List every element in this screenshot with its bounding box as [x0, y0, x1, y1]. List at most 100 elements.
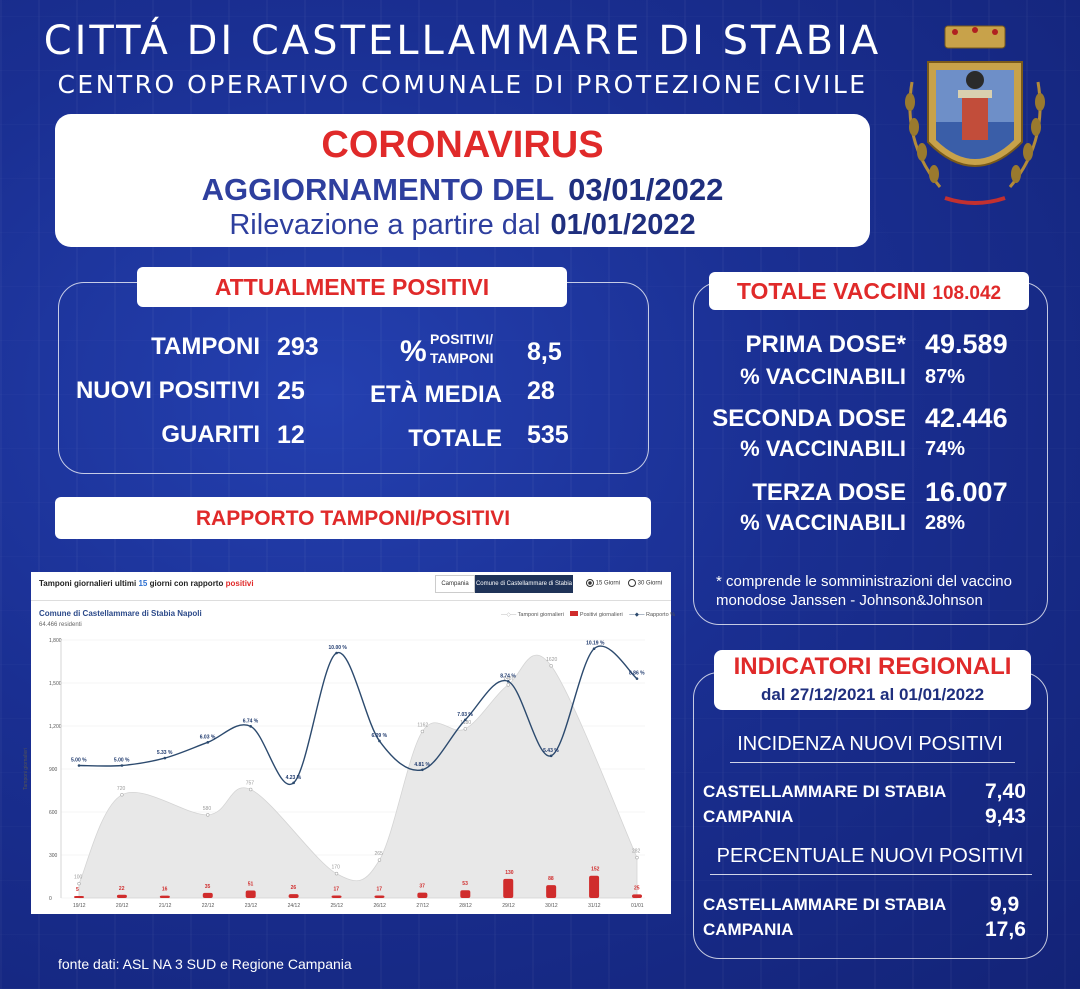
tab-campania[interactable]: Campania	[435, 575, 475, 593]
x-tick-label: 01/01	[631, 903, 644, 909]
city-coat-of-arms	[905, 25, 1045, 205]
totale-label: TOTALE	[408, 425, 502, 452]
rapporto-label: 5.00 %	[71, 758, 87, 764]
department-title: CENTRO OPERATIVO COMUNALE DI PROTEZIONE …	[57, 70, 868, 99]
detection-line: Rilevazione a partire dal 01/01/2022	[55, 209, 870, 242]
tab-castellammare[interactable]: Comune di Castellammare di Stabia	[475, 575, 573, 593]
chart-title-part1: Tamponi giornalieri ultimi	[39, 579, 137, 588]
nuovi-positivi-value: 25	[277, 377, 305, 405]
positivi-bar	[159, 895, 170, 898]
inc-region-label: CAMPANIA	[703, 807, 794, 826]
tamponi-point	[420, 729, 425, 734]
positivi-bar	[503, 878, 514, 898]
positivi-bar	[331, 895, 342, 898]
positivi-label: 16	[162, 887, 168, 893]
y-tick-label: 300	[49, 853, 58, 859]
tamponi-label: TAMPONI	[151, 333, 260, 360]
positivi-label: 5	[76, 887, 79, 893]
x-tick-label: 19/12	[73, 903, 86, 909]
tamponi-label: 1180	[460, 720, 471, 726]
x-tick-label: 28/12	[459, 903, 472, 909]
positivi-label: 53	[462, 881, 468, 887]
positivi-bar	[460, 890, 471, 898]
positivi-bar	[202, 892, 213, 898]
tamponi-label: 1162	[417, 722, 428, 728]
tamponi-point	[77, 881, 81, 886]
vaccine-note-2: monodose Janssen - Johnson&Johnson	[716, 592, 983, 609]
totale-value: 535	[527, 421, 569, 449]
terza-dose-label: TERZA DOSE	[752, 479, 906, 506]
chart-title-highlight: positivi	[225, 579, 254, 588]
terza-pct-value: 28%	[925, 512, 966, 534]
rapporto-point	[335, 651, 338, 655]
seconda-dose-label: SECONDA DOSE	[712, 405, 906, 432]
update-date: 03/01/2022	[568, 172, 724, 207]
detection-date: 01/01/2022	[550, 209, 696, 241]
positivi-label: 17	[334, 887, 340, 893]
positivi-bar	[288, 894, 299, 898]
x-tick-label: 30/12	[545, 903, 558, 909]
radio-30-giorni[interactable]: 30 Giorni	[628, 579, 662, 587]
guariti-label: GUARITI	[161, 421, 260, 448]
rapporto-label: 5.33 %	[157, 750, 173, 756]
data-source: fonte dati: ASL NA 3 SUD e Regione Campa…	[58, 956, 352, 972]
positivi-bar	[589, 875, 600, 898]
rapporto-label: 4.23 %	[286, 775, 302, 781]
legend-rapporto-label: Rapporto %	[646, 612, 676, 618]
x-tick-label: 26/12	[373, 903, 386, 909]
tamponi-label: 757	[246, 780, 255, 786]
rapporto-point	[549, 754, 553, 758]
seconda-dose-value: 42.446	[925, 403, 1008, 433]
update-line: AGGIORNAMENTO DEL 03/01/2022	[55, 172, 870, 208]
y-tick-label: 1,800	[49, 638, 62, 644]
positivi-bar	[417, 892, 428, 898]
positivi-tamponi-label-1: POSITIVI/	[430, 331, 494, 347]
inc-city-label: CASTELLAMMARE DI STABIA	[703, 782, 947, 801]
radio-15-label: 15 Giorni	[595, 580, 621, 587]
legend-positivi-icon	[570, 611, 579, 616]
chart-residents: 64.466 residenti	[39, 622, 82, 628]
legend-tamponi-label: Tamponi giornalieri	[517, 612, 564, 618]
y-tick-label: 1,500	[49, 681, 62, 687]
vaccines-title: TOTALE VACCINI	[736, 278, 927, 304]
tamponi-label: 1487	[503, 676, 514, 682]
rapporto-label: 4.81 %	[414, 762, 430, 768]
radio-30-label: 30 Giorni	[637, 580, 663, 587]
vaccines-header: TOTALE VACCINI 108.042	[709, 272, 1029, 310]
tamponi-point	[120, 793, 124, 797]
positivi-label: 35	[205, 884, 211, 890]
prima-dose-label: PRIMA DOSE*	[745, 331, 906, 358]
chart-legend: —◇— Tamponi giornalieri Positivi giornal…	[501, 611, 675, 618]
vaccines-total: 108.042	[932, 283, 1002, 304]
tamponi-point	[377, 858, 382, 862]
legend-positivi-label: Positivi giornalieri	[579, 612, 623, 618]
eta-media-label: ETÀ MEDIA	[370, 381, 502, 408]
coronavirus-title: CORONAVIRUS	[321, 124, 604, 166]
positivi-bar	[116, 894, 127, 898]
radio-15-giorni[interactable]: 15 Giorni	[586, 579, 620, 587]
city-title: CITTÁ DI CASTELLAMMARE DI STABIA	[43, 18, 882, 64]
rapporto-point	[206, 741, 210, 744]
rapporto-point	[506, 680, 510, 683]
positivi-tamponi-value: 8,5	[527, 338, 562, 366]
x-tick-label: 29/12	[502, 903, 515, 909]
rapporto-label: 6.74 %	[243, 718, 259, 724]
tamponi-label: 170	[332, 865, 341, 871]
nuovi-positivi-label: NUOVI POSITIVI	[75, 377, 260, 404]
legend-tamponi-icon: —◇—	[501, 612, 517, 618]
tamponi-point	[463, 727, 468, 731]
rapporto-label: 10.00 %	[329, 645, 348, 651]
detection-label: Rilevazione a partire dal	[229, 209, 541, 241]
ratio-header: RAPPORTO TAMPONI/POSITIVI	[55, 497, 651, 539]
positivi-label: 152	[591, 867, 600, 873]
tamponi-point	[635, 855, 639, 860]
positivi-label: 17	[376, 887, 382, 893]
pct-city-label: CASTELLAMMARE DI STABIA	[703, 895, 947, 914]
pct-title: PERCENTUALE NUOVI POSITIVI	[716, 845, 1024, 867]
y-tick-label: 0	[49, 896, 52, 902]
regional-header: INDICATORI REGIONALI dal 27/12/2021 al 0…	[714, 650, 1031, 710]
tamponi-area	[78, 654, 638, 899]
vaccine-note-1: * comprende le somministrazioni del vacc…	[716, 573, 1012, 590]
positivi-label: 130	[505, 870, 514, 876]
positivi-tamponi-label-2: TAMPONI	[430, 350, 494, 366]
